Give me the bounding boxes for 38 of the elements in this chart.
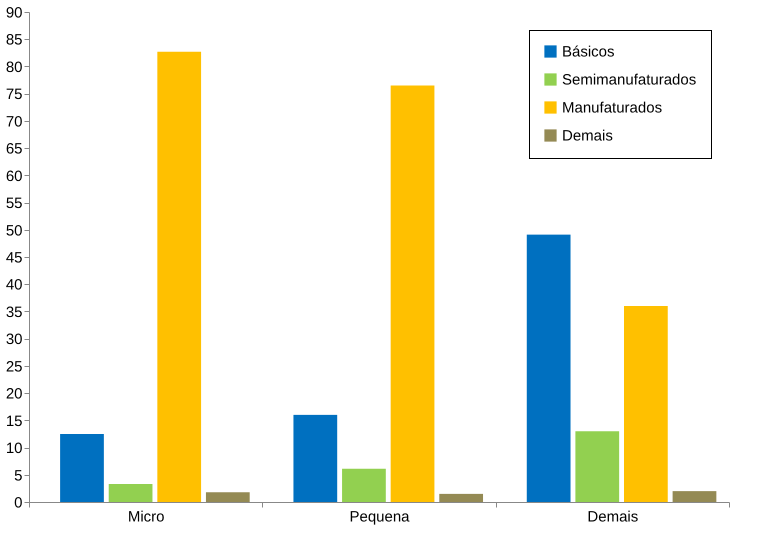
bar	[60, 434, 104, 502]
y-tick-label: 10	[6, 440, 22, 458]
y-tick-label: 90	[6, 4, 22, 22]
legend-label: Manufaturados	[562, 100, 662, 116]
y-tick-label: 65	[6, 140, 22, 158]
bar	[293, 414, 338, 502]
y-tick-label: 30	[6, 331, 22, 348]
bar	[206, 492, 250, 502]
x-tick-label: Demais	[587, 508, 638, 526]
y-tick-label: 40	[6, 276, 22, 294]
bar	[624, 306, 668, 502]
legend-label: Básicos	[562, 44, 615, 60]
bar	[526, 234, 571, 502]
y-tick-label: 85	[6, 32, 22, 49]
x-tick-label: Pequena	[349, 508, 410, 526]
y-tick-label: 80	[6, 58, 22, 76]
y-tick-label: 15	[6, 412, 22, 430]
bar	[575, 431, 620, 502]
y-tick-label: 75	[6, 86, 22, 104]
bar	[342, 468, 386, 502]
bar	[390, 86, 434, 502]
bar	[672, 491, 716, 502]
y-tick-label: 60	[6, 168, 22, 185]
y-tick-label: 50	[6, 222, 22, 240]
bar	[108, 484, 152, 502]
y-tick-label: 20	[6, 386, 22, 403]
y-tick-label: 45	[6, 250, 22, 266]
y-tick-label: 70	[6, 113, 22, 130]
legend-label: Demais	[562, 128, 613, 144]
y-tick-label: 55	[6, 195, 22, 212]
legend-label: Semimanufaturados	[562, 72, 696, 88]
bar	[157, 52, 202, 502]
y-tick-label: 0	[14, 494, 22, 512]
y-tick-label: 25	[6, 358, 22, 376]
bar	[439, 494, 484, 502]
y-tick-label: 5	[14, 467, 22, 484]
y-tick-label: 35	[6, 304, 22, 321]
x-tick-label: Micro	[128, 508, 165, 526]
